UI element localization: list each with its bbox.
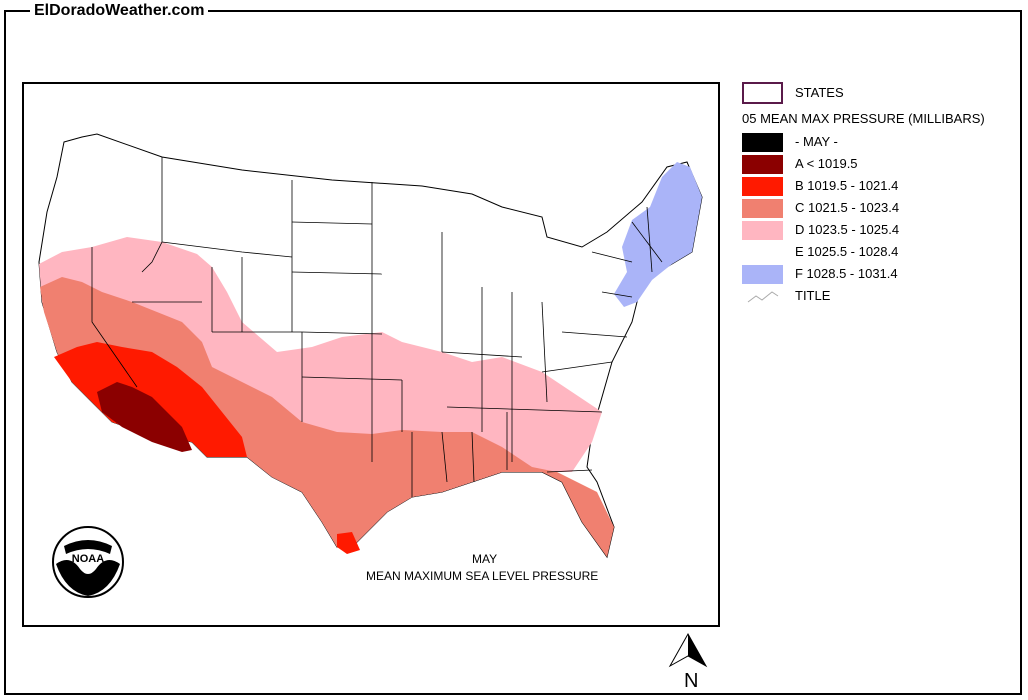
legend-title-label: TITLE — [795, 288, 831, 303]
legend-swatch — [742, 155, 783, 174]
north-arrow-icon — [668, 632, 708, 668]
legend-swatch — [742, 265, 783, 284]
legend-swatch — [742, 221, 783, 240]
zone-f-region — [614, 162, 702, 307]
state-borders — [91, 157, 663, 497]
zone-b-texas-tip — [337, 532, 360, 554]
legend-swatch — [742, 199, 783, 218]
map-panel: NOAA MAY MEAN MAXIMUM SEA LEVEL PRESSURE — [22, 82, 720, 627]
outer-frame — [4, 10, 1022, 695]
legend-swatch — [742, 243, 783, 262]
legend-states-row: STATES — [742, 82, 1022, 104]
noaa-logo: NOAA — [52, 526, 124, 598]
legend-item: C 1021.5 - 1023.4 — [742, 198, 1022, 218]
legend-item-label: A < 1019.5 — [795, 156, 858, 171]
us-pressure-map — [38, 133, 703, 559]
legend-swatch — [742, 177, 783, 196]
title-line-icon — [747, 291, 779, 303]
zone-c-region — [40, 277, 614, 557]
legend-item-label: - MAY - — [795, 134, 838, 149]
legend-item: - MAY - — [742, 132, 1022, 152]
legend-item: A < 1019.5 — [742, 154, 1022, 174]
legend-states-label: STATES — [795, 85, 844, 100]
legend-title-row: TITLE — [742, 286, 1022, 306]
legend-states-swatch — [742, 82, 783, 104]
legend-header: 05 MEAN MAX PRESSURE (MILLIBARS) — [742, 111, 985, 126]
zone-a-region — [97, 382, 192, 452]
legend-item: E 1025.5 - 1028.4 — [742, 242, 1022, 262]
legend-item-label: B 1019.5 - 1021.4 — [795, 178, 899, 193]
legend-item-label: E 1025.5 - 1028.4 — [795, 244, 899, 259]
site-title: ElDoradoWeather.com — [30, 1, 209, 21]
map-caption-month: MAY — [472, 552, 498, 566]
north-label: N — [684, 670, 699, 692]
legend-item-label: C 1021.5 - 1023.4 — [795, 200, 900, 215]
legend-item-label: F 1028.5 - 1031.4 — [795, 266, 898, 281]
legend-item: D 1023.5 - 1025.4 — [742, 220, 1022, 240]
legend-item-label: D 1023.5 - 1025.4 — [795, 222, 900, 237]
north-arrow: N — [668, 632, 720, 694]
legend-swatch — [742, 133, 783, 152]
legend-item: F 1028.5 - 1031.4 — [742, 264, 1022, 284]
noaa-logo-text: NOAA — [72, 553, 104, 565]
legend-item: B 1019.5 - 1021.4 — [742, 176, 1022, 196]
map-caption-title: MEAN MAXIMUM SEA LEVEL PRESSURE — [366, 569, 599, 583]
